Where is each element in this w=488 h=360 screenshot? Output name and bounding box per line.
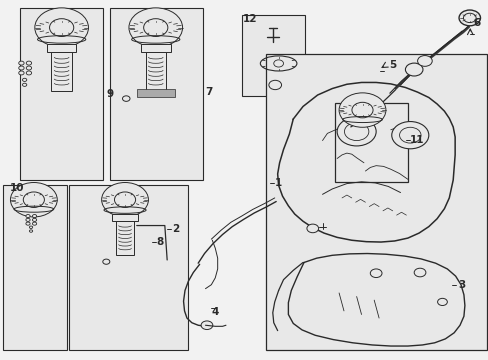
Circle shape — [463, 13, 475, 23]
Circle shape — [268, 80, 281, 90]
Text: 5: 5 — [388, 59, 395, 69]
Circle shape — [22, 83, 27, 86]
Circle shape — [26, 61, 32, 65]
Text: 11: 11 — [409, 135, 424, 145]
Circle shape — [306, 224, 318, 233]
Circle shape — [26, 218, 30, 221]
Circle shape — [26, 66, 32, 70]
Bar — [47, 44, 76, 52]
Circle shape — [29, 226, 33, 229]
Circle shape — [405, 63, 422, 76]
Bar — [3, 185, 66, 350]
Circle shape — [338, 93, 385, 127]
Circle shape — [122, 96, 130, 102]
Bar — [266, 54, 487, 350]
Circle shape — [32, 215, 37, 218]
Text: 6: 6 — [473, 18, 480, 28]
Text: 4: 4 — [211, 307, 218, 317]
Circle shape — [19, 66, 24, 70]
Circle shape — [32, 222, 37, 225]
Circle shape — [26, 222, 30, 225]
Circle shape — [19, 61, 24, 65]
Circle shape — [391, 122, 428, 149]
Circle shape — [35, 8, 88, 47]
Text: 8: 8 — [157, 237, 163, 247]
Text: 7: 7 — [205, 87, 212, 97]
Circle shape — [143, 19, 167, 36]
Circle shape — [129, 8, 182, 47]
Circle shape — [32, 218, 37, 221]
Circle shape — [114, 192, 135, 207]
Circle shape — [26, 215, 30, 218]
Text: 3: 3 — [457, 280, 465, 290]
Bar — [137, 89, 174, 96]
Bar — [20, 8, 103, 180]
Circle shape — [201, 321, 212, 329]
Circle shape — [458, 10, 480, 26]
Bar — [141, 44, 170, 52]
Text: 10: 10 — [9, 183, 24, 193]
Circle shape — [10, 183, 57, 217]
Bar — [242, 15, 305, 96]
Circle shape — [369, 269, 381, 278]
Circle shape — [26, 71, 32, 75]
Bar — [112, 214, 138, 221]
Bar — [116, 221, 134, 255]
Circle shape — [23, 192, 44, 207]
Bar — [145, 52, 165, 91]
Circle shape — [351, 102, 372, 118]
Text: 9: 9 — [106, 89, 113, 99]
Text: 12: 12 — [243, 14, 257, 24]
Circle shape — [399, 127, 420, 143]
Circle shape — [344, 123, 368, 140]
Bar — [51, 52, 72, 91]
Circle shape — [102, 183, 148, 217]
Bar — [334, 103, 407, 182]
Circle shape — [417, 55, 431, 66]
Text: 1: 1 — [274, 178, 282, 188]
Circle shape — [336, 117, 375, 146]
Text: 2: 2 — [172, 224, 179, 234]
Circle shape — [413, 268, 425, 277]
Circle shape — [102, 259, 110, 264]
Circle shape — [29, 230, 33, 232]
Bar — [110, 8, 203, 180]
Bar — [69, 185, 188, 350]
Circle shape — [49, 19, 74, 36]
Circle shape — [19, 71, 24, 75]
Circle shape — [437, 298, 447, 306]
Circle shape — [22, 78, 27, 81]
